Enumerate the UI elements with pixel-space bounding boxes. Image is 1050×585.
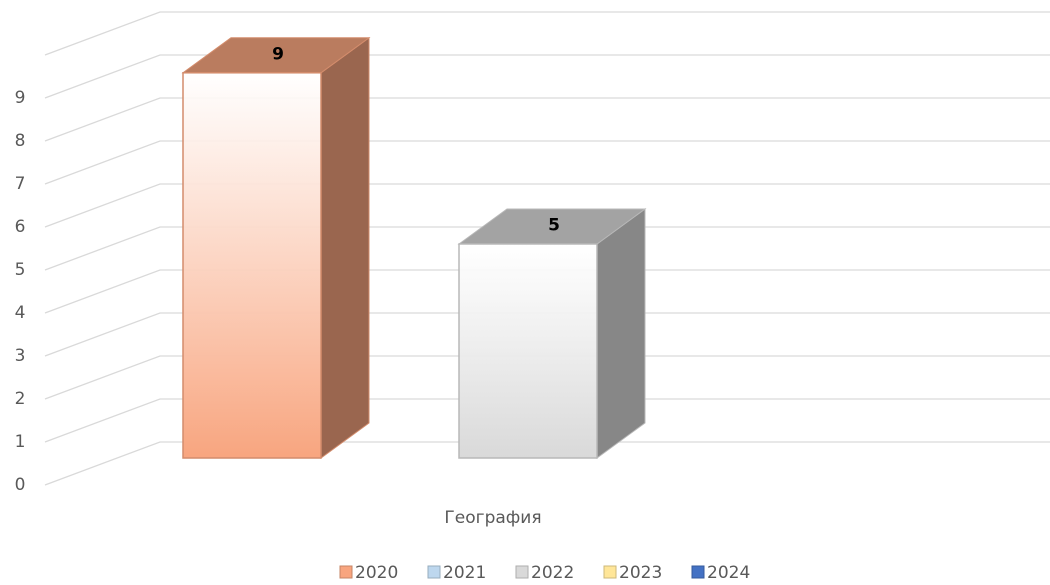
grid-line [44, 140, 1050, 185]
legend-label: 2020 [355, 563, 398, 583]
y-tick-label: 0 [15, 475, 26, 495]
grid-line [44, 97, 1050, 142]
y-tick-label: 6 [15, 217, 26, 237]
legend-swatch [339, 565, 353, 579]
bar-side [320, 36, 370, 459]
bar [182, 72, 322, 459]
data-label: 9 [272, 44, 284, 64]
grid-line [44, 54, 1050, 99]
x-tick-label: География [444, 508, 541, 528]
y-tick-label: 5 [15, 260, 26, 280]
grid-line [44, 183, 1050, 228]
y-tick-label: 1 [15, 432, 26, 452]
wall-top-edge [44, 11, 1050, 56]
y-tick-label: 9 [15, 88, 26, 108]
legend-label: 2022 [531, 563, 574, 583]
legend-label: 2023 [619, 563, 662, 583]
grid-line [44, 312, 1050, 357]
legend-swatch [427, 565, 441, 579]
y-tick-label: 8 [15, 131, 26, 151]
y-tick-label: 7 [15, 174, 26, 194]
legend-swatch [515, 565, 529, 579]
legend-swatch [691, 565, 705, 579]
y-tick-label: 2 [15, 389, 26, 409]
legend-label: 2021 [443, 563, 486, 583]
legend-swatch [603, 565, 617, 579]
bar-side [596, 208, 646, 459]
y-tick-label: 4 [15, 303, 26, 323]
grid-line [44, 269, 1050, 314]
grid-line [44, 355, 1050, 400]
grid-line [44, 441, 1050, 486]
data-label: 5 [548, 216, 560, 236]
grid-line [44, 398, 1050, 443]
grid-line [44, 226, 1050, 271]
y-tick-label: 3 [15, 346, 26, 366]
bar [458, 243, 598, 459]
legend-label: 2024 [707, 563, 750, 583]
